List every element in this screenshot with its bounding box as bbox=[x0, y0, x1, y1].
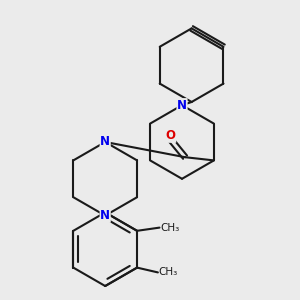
Text: O: O bbox=[166, 129, 176, 142]
Text: N: N bbox=[177, 99, 187, 112]
Text: CH₃: CH₃ bbox=[158, 267, 178, 278]
Text: CH₃: CH₃ bbox=[160, 223, 179, 232]
Text: N: N bbox=[100, 209, 110, 222]
Text: N: N bbox=[100, 136, 110, 148]
